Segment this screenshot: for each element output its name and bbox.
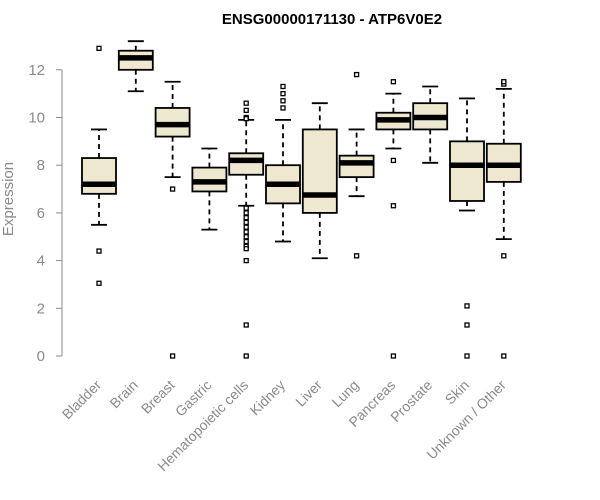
y-tick-label: 0 (37, 348, 45, 365)
outlier-point (243, 107, 249, 113)
outlier-point (96, 280, 102, 286)
box-5 (265, 83, 301, 243)
y-tick-label: 8 (37, 157, 45, 174)
box-body (449, 140, 485, 202)
y-tick-label: 10 (28, 110, 45, 127)
outlier-point (243, 234, 249, 240)
box-8 (375, 79, 412, 359)
outlier-point (353, 253, 360, 259)
x-tick-label: Prostate (387, 377, 435, 425)
outlier-point (390, 79, 397, 85)
box-body (228, 152, 265, 176)
box-2 (154, 80, 191, 359)
outlier-point (243, 100, 249, 106)
box-series (81, 40, 522, 359)
outlier-point (243, 205, 249, 211)
box-9 (412, 85, 449, 164)
outlier-point (501, 79, 507, 85)
outlier-point (243, 210, 249, 216)
outlier-point (243, 219, 249, 226)
y-tick-label: 2 (37, 300, 45, 317)
outlier-point (243, 257, 249, 264)
x-tick-label: Bladder (59, 377, 105, 423)
box-3 (191, 147, 228, 231)
outlier-point (96, 248, 102, 254)
box-10 (449, 97, 485, 359)
y-axis: 0 2 4 6 8 10 12 (28, 62, 63, 365)
box-0 (81, 45, 117, 286)
x-tick-label: Skin (442, 377, 473, 408)
outlier-point (243, 246, 249, 252)
box-body (81, 157, 117, 195)
box-1 (117, 40, 154, 93)
outlier-point (243, 353, 249, 359)
outlier-point (96, 45, 102, 51)
outlier-point (390, 157, 397, 164)
outlier-point (280, 91, 286, 97)
outlier-point (243, 229, 249, 235)
y-tick-label: 4 (37, 253, 45, 270)
x-tick-label: Liver (292, 377, 325, 410)
outlier-point (280, 98, 286, 104)
x-tick-label: Breast (138, 377, 178, 417)
outlier-point (243, 224, 249, 230)
outlier-point (464, 322, 470, 328)
outlier-point (501, 353, 507, 359)
x-tick-label: Brain (106, 377, 140, 411)
outlier-point (243, 322, 249, 328)
y-tick-label: 12 (28, 62, 45, 79)
chart-title: ENSG00000171130 - ATP6V0E2 (222, 11, 442, 28)
box-body (338, 154, 375, 179)
box-6 (301, 102, 338, 260)
x-tick-label: Lung (328, 377, 361, 410)
outlier-point (280, 105, 286, 111)
y-tick-label: 6 (37, 205, 45, 222)
outlier-point (243, 215, 249, 221)
outlier-point (353, 71, 360, 78)
box-7 (338, 71, 375, 259)
outlier-point (169, 186, 176, 192)
outlier-point (390, 203, 397, 209)
box-body (301, 128, 338, 214)
box-11 (485, 79, 522, 359)
x-tick-label: Kidney (247, 377, 289, 419)
outlier-point (501, 253, 507, 259)
outlier-point (243, 238, 249, 245)
outlier-point (280, 83, 286, 90)
outlier-point (169, 353, 176, 359)
outlier-point (390, 353, 397, 359)
outlier-point (464, 353, 470, 359)
box-4 (228, 100, 265, 359)
outlier-point (464, 303, 470, 309)
y-axis-label: Expression (0, 162, 17, 236)
outlier-point (243, 116, 249, 122)
